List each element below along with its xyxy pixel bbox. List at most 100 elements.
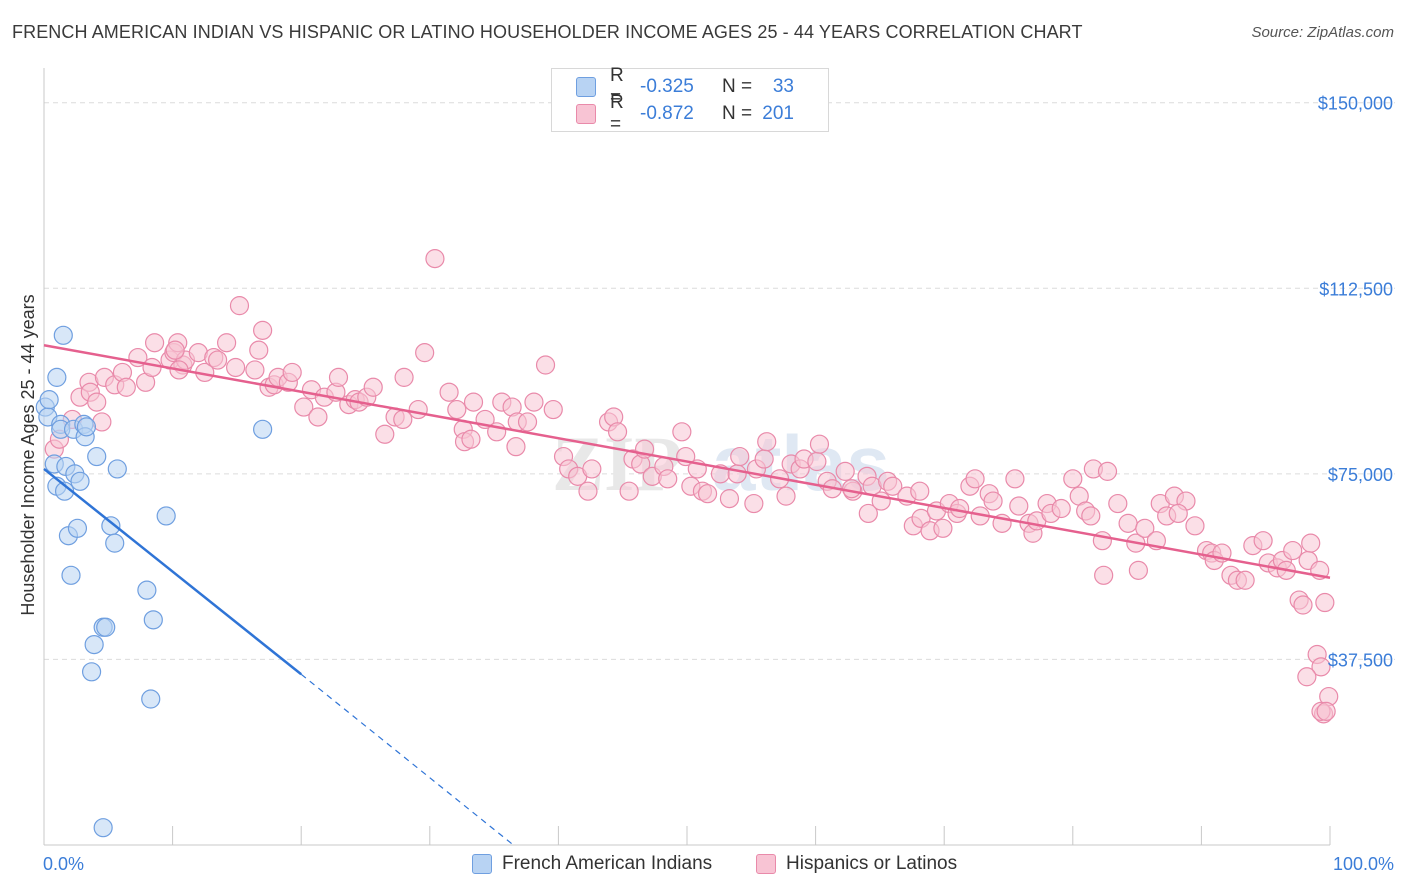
french-american-indian-trend-extension [300,673,514,846]
hispanic-point [1235,570,1255,590]
y-tick-label: $150,000 [1318,94,1393,114]
hispanic-point [835,461,855,481]
french-american-indian-point [107,459,127,479]
hispanic-point [883,476,903,496]
hispanic-point [776,486,796,506]
legend-label: French American Indians [502,853,713,874]
hispanic-point [363,377,383,397]
hispanic-point [1283,540,1303,561]
hispanic-point [1094,565,1114,585]
hispanic-point [1081,506,1101,526]
n-value: 33 [772,76,794,97]
hispanic-point [217,333,237,353]
hispanic-point [965,469,985,489]
hispanic-point [1108,493,1128,514]
hispanic-point [506,437,526,457]
hispanic-point [658,469,678,489]
hispanic-point [543,399,563,420]
hispanic-point [1185,516,1205,536]
legend-item-french-american-indians[interactable]: French American Indians [472,852,712,876]
hispanic-point [408,399,428,420]
hispanic-point [607,422,628,442]
french-american-indian-point [143,610,163,630]
french-american-indian-point [253,419,273,439]
french-american-indian-point [53,325,73,345]
hispanic-point [463,392,484,412]
hispanic-point [461,429,481,449]
hispanic-point [582,459,602,479]
correlation-legend: R = -0.325 N = 33 R = -0.872 N = 201 [551,65,829,135]
y-tick-label: $112,500 [1319,279,1393,299]
legend-row-pink: R = -0.872 N = 201 [576,92,794,135]
tick-labels: $37,500 $75,000 $112,500 $150,000 0.0% 100.0% [43,94,1394,874]
french-american-indian-point [67,518,88,538]
hispanics-points [44,249,1339,724]
r-value: -0.872 [640,103,694,124]
hispanic-point [619,481,639,501]
hispanic-point [672,422,692,442]
legend-row-blue: R = -0.325 N = 33 [576,65,794,108]
source-label: Source: ZipAtlas.com [1251,24,1394,41]
hispanic-point [524,392,544,412]
y-tick-label: $75,000 [1328,465,1393,485]
hispanic-point [1293,595,1313,615]
hispanic-point [1005,469,1025,489]
hispanic-point [375,424,395,444]
axes [43,68,1331,846]
hispanic-point [858,503,878,524]
r-value: -0.325 [640,76,694,97]
hispanic-point [757,432,777,452]
r-label: R = [610,92,624,135]
french-american-indian-point [47,367,67,387]
x-tick-label: 100.0% [1333,854,1394,874]
hispanic-point [809,434,830,454]
hispanic-point [535,355,556,375]
hispanic-point [87,392,107,412]
hispanic-point [1128,560,1148,580]
hispanic-point [1316,701,1336,721]
hispanic-point [116,377,136,397]
r-label: R = [610,65,624,108]
hispanic-point [578,481,598,501]
french-american-indian-trend-line [43,467,302,676]
hispanic-point [933,518,953,538]
y-axis-label: Householder Income Ages 25 - 44 years [18,294,38,615]
hispanic-point [282,362,302,383]
hispanic-point [910,481,930,501]
french-american-indian-points [35,325,273,838]
hispanic-point [144,333,165,353]
hispanic-point [727,464,747,484]
french-american-indian-point [76,417,97,437]
hispanic-point [983,491,1003,511]
hispanic-point [517,412,538,432]
hispanic-point [807,451,827,472]
french-american-indian-point [84,634,104,655]
hispanic-point [1118,513,1138,533]
n-label: N = [722,76,753,97]
hispanic-point [439,382,459,402]
french-american-indian-point [70,471,90,491]
grid-lines [44,102,1395,660]
hispanic-point [719,489,740,509]
hispanic-point [415,343,435,363]
hispanic-point [308,407,328,427]
hispanic-point [249,340,269,360]
hispanic-trend-line [43,343,1331,580]
french-american-indian-point [81,662,102,682]
hispanic-point [1063,469,1083,489]
hispanic-point [142,357,162,378]
hispanic-point [165,340,185,360]
french-american-indian-point [141,689,161,709]
x-tick-label: 0.0% [43,854,84,874]
y-tick-label: $37,500 [1328,650,1393,670]
hispanic-point [447,399,467,420]
hispanic-point [393,409,413,430]
hispanic-point [1311,657,1331,677]
legend-swatch-pink [576,104,596,124]
hispanic-point [394,367,414,387]
legend-swatch-blue [472,854,492,874]
legend-item-hispanics-or-latinos[interactable]: Hispanics or Latinos [756,852,957,876]
legend-label: Hispanics or Latinos [786,853,958,874]
hispanic-point [1051,498,1071,519]
